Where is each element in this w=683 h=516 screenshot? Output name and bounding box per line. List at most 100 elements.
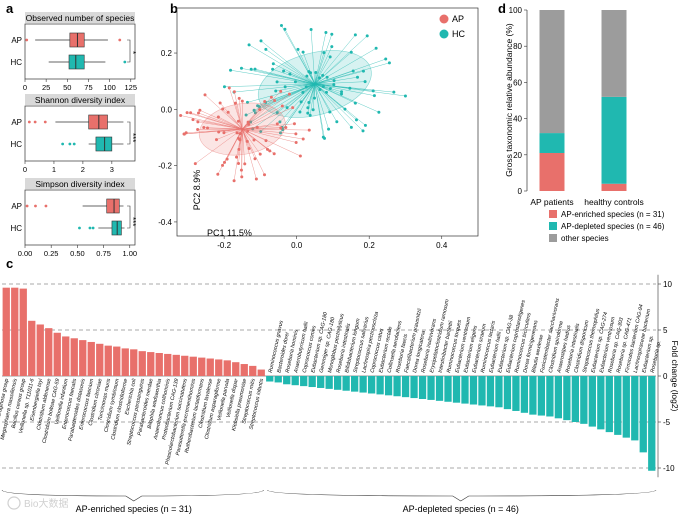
x-tick-label: 0.75 xyxy=(96,249,111,258)
sample-point-hc xyxy=(353,33,357,37)
spider-line xyxy=(248,44,315,85)
depleted-bar xyxy=(334,376,342,390)
enriched-bar xyxy=(181,355,189,376)
y-axis-label: Gross taxonomic relative abundance (%) xyxy=(504,23,514,177)
outlier-point xyxy=(34,204,37,208)
spider-line xyxy=(254,68,315,85)
sample-point-hc xyxy=(325,75,329,79)
sample-point-ap xyxy=(268,149,272,153)
spider-line xyxy=(197,121,243,130)
x-tick-label: 50 xyxy=(63,83,71,92)
outlier-point xyxy=(25,38,29,42)
depleted-bar xyxy=(359,376,367,393)
sample-point-ap xyxy=(279,126,283,130)
sample-point-hc xyxy=(283,27,287,31)
sample-point-ap xyxy=(273,98,277,102)
sample-point-ap xyxy=(203,93,207,97)
sample-point-hc xyxy=(387,61,391,65)
stacked-segment xyxy=(539,152,565,191)
sample-point-hc xyxy=(271,67,275,71)
watermark-text: Bio大数据 xyxy=(24,497,68,510)
depleted-bar xyxy=(444,376,452,402)
sample-point-ap xyxy=(280,104,284,108)
spider-line xyxy=(275,83,315,92)
depleted-bar xyxy=(614,376,622,435)
depleted-bar xyxy=(266,376,274,382)
spider-line xyxy=(314,32,327,85)
sample-point-ap xyxy=(291,106,295,110)
x-tick-label: 1.00 xyxy=(122,249,137,258)
depleted-bar xyxy=(418,376,427,399)
strip-header xyxy=(25,12,135,23)
x-tick-label: 125 xyxy=(125,83,138,92)
spider-line xyxy=(238,129,243,164)
outlier-point xyxy=(33,120,37,124)
depleted-bar xyxy=(367,376,376,394)
strip-title: Observed number of species xyxy=(26,13,135,23)
spider-line xyxy=(300,83,315,102)
category-label: AP xyxy=(11,202,22,211)
sample-point-hc xyxy=(239,66,243,70)
spider-line xyxy=(242,128,265,175)
spider-line xyxy=(314,52,325,85)
sample-point-hc xyxy=(354,118,358,122)
enriched-bar xyxy=(28,320,36,376)
sample-point-ap xyxy=(227,86,231,90)
sample-point-hc xyxy=(259,39,263,43)
spider-line xyxy=(265,49,315,85)
sample-point-hc xyxy=(275,111,279,115)
strip-title: Simpson diversity index xyxy=(35,179,125,189)
sample-point-ap xyxy=(255,125,259,129)
y-tick-label: 5 xyxy=(663,326,668,335)
spider-line xyxy=(283,70,315,85)
sample-point-hc xyxy=(365,34,369,38)
spider-line xyxy=(222,108,243,130)
sample-point-ap xyxy=(218,101,222,105)
spider-line xyxy=(230,69,315,85)
strip-header xyxy=(25,94,135,105)
depleted-bar xyxy=(350,376,359,392)
spider-line xyxy=(314,83,342,92)
plot-frame xyxy=(24,23,136,80)
spider-line xyxy=(314,83,357,121)
sample-point-ap xyxy=(269,95,273,99)
sample-point-ap xyxy=(238,138,242,142)
enriched-bar xyxy=(232,362,240,376)
box-hc xyxy=(111,220,122,236)
spider-line xyxy=(307,83,316,114)
stacked-segment xyxy=(601,10,627,97)
sample-point-ap xyxy=(298,154,302,158)
spider-line xyxy=(314,83,394,93)
sample-point-hc xyxy=(384,57,388,61)
spider-line xyxy=(242,97,272,130)
depleted-bar xyxy=(580,376,588,424)
spider-line xyxy=(187,112,243,130)
box-ap xyxy=(88,114,108,130)
spider-line xyxy=(297,49,316,85)
spider-line xyxy=(229,87,243,130)
enriched-bar xyxy=(249,365,257,376)
sample-point-ap xyxy=(197,111,201,115)
x-tick-label: 0.00 xyxy=(18,249,33,258)
sample-point-hc xyxy=(330,32,334,36)
y-tick-label: 100 xyxy=(509,6,523,15)
spider-line xyxy=(186,128,243,134)
category-label: HC xyxy=(10,58,22,67)
sample-point-hc xyxy=(278,131,282,135)
sample-point-hc xyxy=(293,80,297,84)
spider-line xyxy=(314,34,333,85)
sample-point-hc xyxy=(285,106,289,110)
depleted-bar xyxy=(461,376,469,404)
plot-frame xyxy=(24,189,136,246)
sample-point-ap xyxy=(243,162,247,166)
y-tick-label: 40 xyxy=(513,115,522,124)
sample-point-ap xyxy=(222,131,226,135)
watermark: Bio大数据 xyxy=(7,496,68,510)
sample-point-ap xyxy=(232,179,236,183)
sample-point-hc xyxy=(247,43,251,47)
box-ap xyxy=(106,198,120,214)
spider-line xyxy=(279,83,315,123)
sample-point-hc xyxy=(322,136,326,140)
depleted-bar xyxy=(648,376,656,471)
depleted-bar xyxy=(342,376,350,391)
